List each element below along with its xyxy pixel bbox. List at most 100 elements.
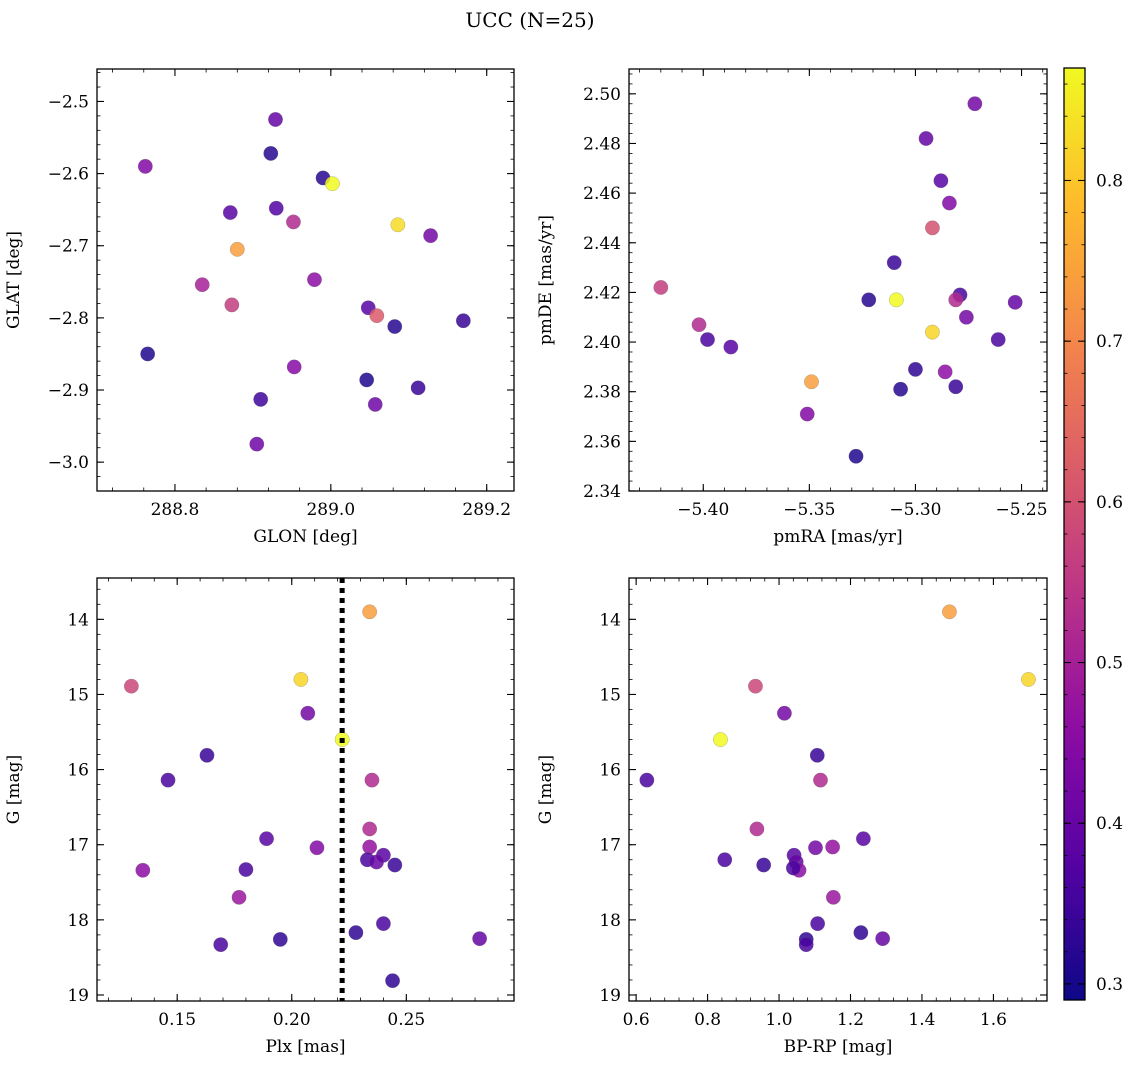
y-axis-label: G [mag] (536, 755, 556, 824)
x-axis-label: Plx [mas] (265, 1037, 345, 1057)
scatter-point (272, 931, 288, 947)
scatter-point (364, 772, 380, 788)
y-tick-label: 2.36 (583, 432, 621, 452)
colorbar: 0.3 0.4 0.5 0.6 0.7 0.8 (1063, 67, 1123, 1001)
colorbar-tick-label: 0.7 (1096, 332, 1123, 352)
scatter-panels: 288.8 289.0 289.2 −2.5 −2.6 −2.7 −2.8 −2.9 −3.0 G… (4, 68, 1048, 1057)
scatter-point (367, 397, 383, 412)
scatter-point (942, 604, 957, 620)
scatter-point (875, 931, 891, 947)
x-tick-label: 1.2 (837, 1010, 864, 1030)
scatter-point (385, 973, 400, 989)
y-tick-label: 17 (67, 836, 89, 856)
scatter-point (933, 173, 949, 189)
colorbar-tick-label: 0.4 (1096, 814, 1123, 834)
scatter-point (324, 176, 340, 192)
y-tick-label: 17 (599, 836, 621, 856)
scatter-point (238, 862, 254, 877)
y-tick-label: −2.9 (48, 381, 89, 401)
scatter-point (639, 772, 655, 788)
scatter-point (785, 860, 801, 876)
points (653, 96, 1023, 464)
x-tick-label: −5.35 (783, 500, 835, 520)
scatter-point (369, 308, 385, 324)
scatter-point (918, 131, 934, 146)
scatter-point (804, 374, 819, 390)
scatter-point (253, 391, 269, 407)
x-tick-label: 288.8 (151, 500, 200, 520)
scatter-point (888, 292, 904, 308)
y-tick-label: 19 (599, 986, 621, 1006)
colorbar-tick-label: 0.8 (1096, 171, 1123, 191)
x-tick-label: 289.2 (462, 500, 511, 520)
scatter-point (362, 821, 378, 837)
scatter-point (222, 205, 238, 220)
x-axis-label: pmRA [mas/yr] (773, 527, 902, 547)
x-tick-label: 1.4 (908, 1010, 935, 1030)
colorbar-tick-label: 0.3 (1096, 975, 1123, 995)
scatter-point (199, 747, 215, 763)
panel-2: −5.40 −5.35 −5.30 −5.25 2.34 2.36 2.38 2.40 2.42… (536, 68, 1048, 547)
points (123, 604, 488, 989)
scatter-point (455, 313, 471, 329)
scatter-point (387, 319, 403, 334)
scatter-point (259, 831, 274, 847)
scatter-point (231, 889, 247, 905)
scatter-point (362, 604, 378, 620)
axes-frame (96, 68, 515, 492)
y-tick-label: −3.0 (48, 453, 89, 473)
scatter-point (990, 332, 1006, 347)
scatter-point (748, 678, 763, 694)
y-tick-label: 18 (67, 911, 89, 931)
y-tick-label: 2.40 (583, 333, 621, 353)
y-tick-label: 16 (67, 761, 89, 781)
x-tick-label: −5.25 (995, 500, 1047, 520)
axes-frame (628, 577, 1048, 1002)
scatter-point (135, 862, 151, 878)
scatter-point (348, 925, 364, 941)
x-tick-label: 0.15 (158, 1010, 196, 1030)
scatter-point (286, 359, 302, 375)
scatter-point (362, 839, 378, 855)
scatter-point (958, 309, 974, 325)
axes-frame (96, 577, 515, 1002)
scatter-point (853, 925, 869, 941)
y-tick-label: 18 (599, 911, 621, 931)
scatter-point (123, 678, 139, 694)
scatter-point (390, 217, 406, 233)
scatter-point (369, 854, 384, 870)
points (639, 604, 1036, 953)
y-tick-label: 2.50 (583, 85, 621, 105)
scatter-point (653, 280, 669, 295)
x-tick-label: 0.20 (273, 1010, 311, 1030)
scatter-point (268, 200, 284, 216)
scatter-point (300, 705, 316, 721)
scatter-point (376, 916, 391, 932)
x-tick-label: 1.6 (980, 1010, 1007, 1030)
scatter-point (825, 839, 841, 855)
y-tick-label: 2.42 (583, 283, 621, 303)
points (137, 112, 471, 452)
x-tick-label: −5.30 (889, 500, 941, 520)
y-tick-label: 16 (599, 761, 621, 781)
scatter-point (813, 772, 828, 788)
scatter-point (937, 364, 953, 380)
scatter-point (717, 852, 733, 868)
scatter-point (194, 277, 210, 293)
scatter-point (249, 436, 265, 452)
axes-frame (628, 68, 1048, 492)
scatter-point (224, 297, 240, 313)
x-tick-label: 1.0 (766, 1010, 793, 1030)
figure-title: UCC (N=25) (465, 8, 594, 32)
scatter-point (1021, 672, 1036, 687)
y-tick-label: 2.38 (583, 383, 621, 403)
scatter-point (809, 747, 825, 763)
y-tick-label: −2.8 (48, 309, 89, 329)
scatter-point (777, 705, 792, 721)
scatter-point (140, 346, 156, 362)
y-tick-label: 2.34 (583, 482, 621, 502)
x-tick-label: 0.6 (623, 1010, 650, 1030)
y-tick-label: −2.7 (48, 237, 89, 257)
scatter-point (307, 272, 322, 288)
colorbar-tick-label: 0.6 (1096, 493, 1123, 513)
